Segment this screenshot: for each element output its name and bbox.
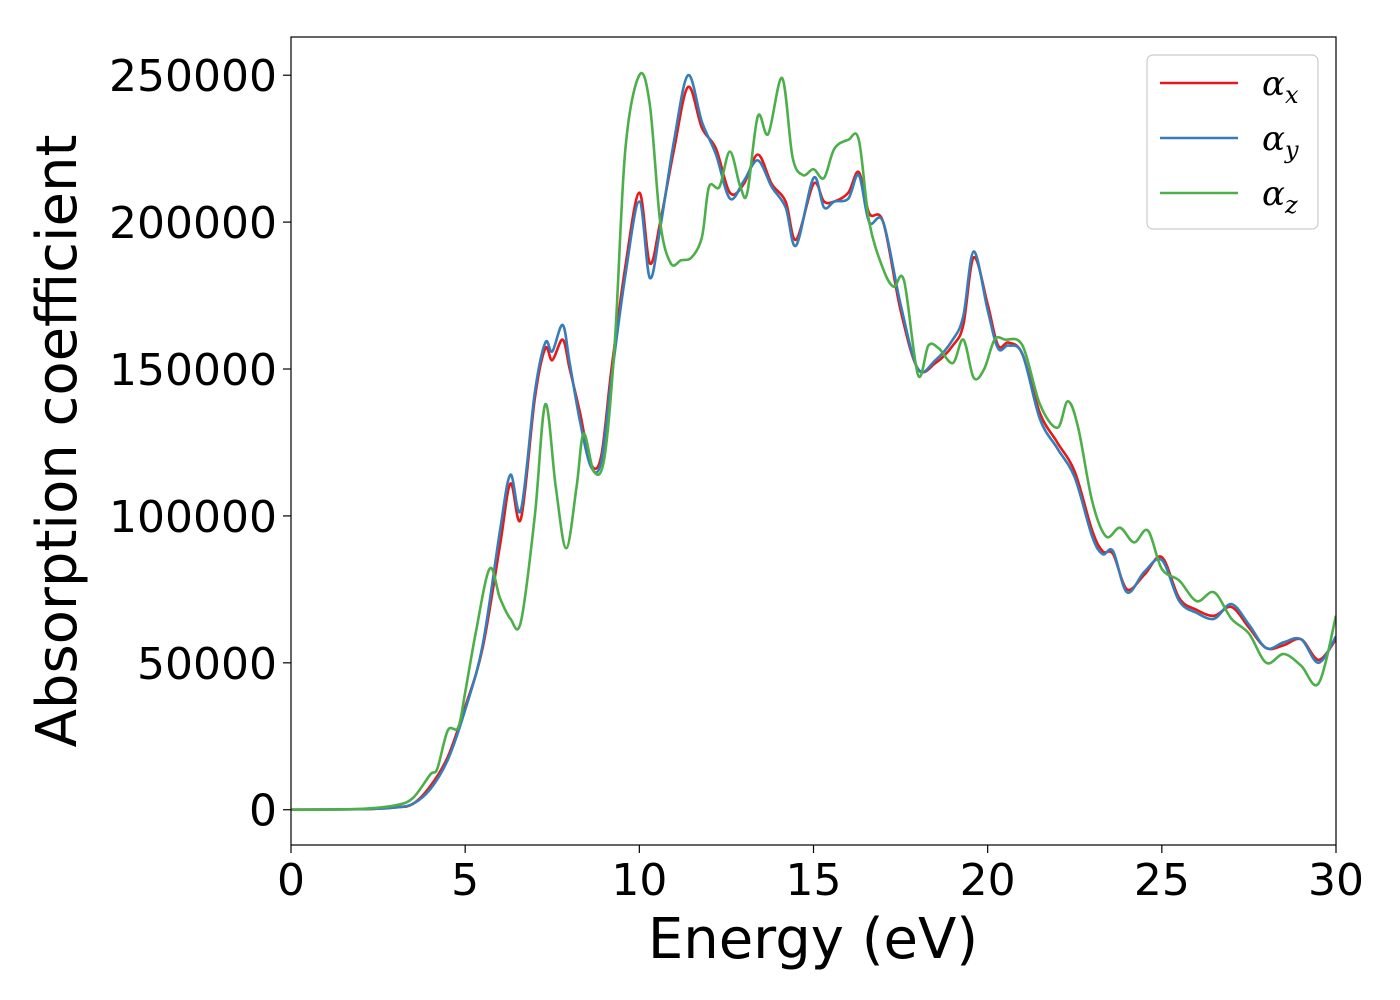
series-line-z	[291, 71, 1336, 811]
y-axis-ticks: 0 50000 100000 150000 200000 250000	[109, 51, 291, 837]
x-axis-ticks: 0 5 10 15 20 25 30	[277, 845, 1364, 906]
x-tick-label: 0	[277, 855, 305, 906]
y-tick-label: 150000	[109, 345, 277, 396]
y-tick-label: 200000	[109, 198, 277, 249]
x-tick-label: 15	[786, 855, 842, 906]
x-tick-label: 20	[960, 855, 1016, 906]
x-tick-label: 25	[1134, 855, 1190, 906]
y-axis-label: Absorption coefficient	[25, 135, 90, 748]
x-axis-label: Energy (eV)	[648, 907, 978, 972]
legend-box	[1146, 54, 1319, 230]
y-tick-label: 250000	[109, 51, 277, 102]
plot-frame	[290, 36, 1337, 846]
y-tick-label: 100000	[109, 492, 277, 543]
series-line-y	[291, 73, 1336, 811]
x-tick-label: 10	[611, 855, 667, 906]
y-tick-label: 50000	[137, 639, 277, 690]
x-tick-label: 5	[451, 855, 479, 906]
y-tick-label: 0	[249, 786, 277, 837]
plot-area	[291, 71, 1336, 811]
x-tick-label: 30	[1308, 855, 1364, 906]
